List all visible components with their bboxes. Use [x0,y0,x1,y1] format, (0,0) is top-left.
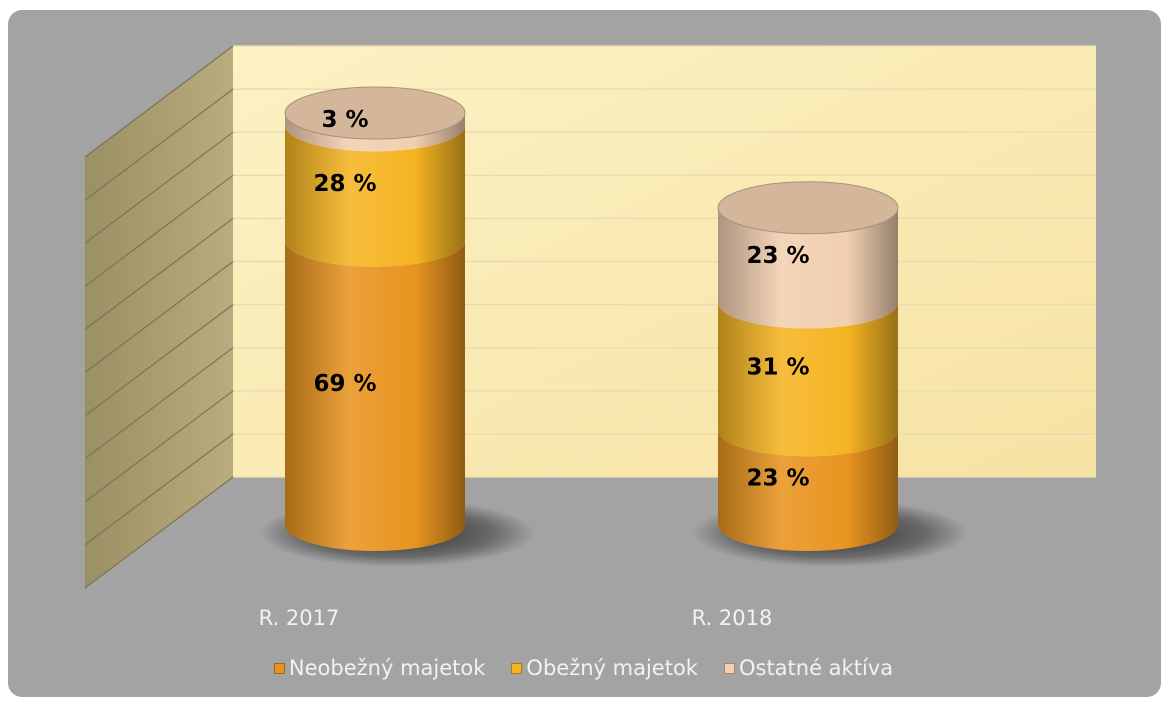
side-gridline [84,174,234,287]
bar-segment [718,207,898,329]
data-label: 3 % [321,107,368,133]
side-gridline [84,304,234,417]
bars [284,86,899,551]
side-gridline [84,217,234,330]
legend-swatch [511,662,523,674]
category-axis: R. 2017 R. 2018 [259,606,773,630]
data-label: 28 % [313,171,376,197]
side-gridline [84,45,234,158]
data-labels: 69 % 28 % 3 % 23 % 31 % 23 % [313,107,809,491]
bar-segment [718,430,898,551]
data-label: 31 % [746,354,809,380]
side-gridline [84,476,234,589]
category-label: R. 2017 [259,606,340,630]
bar-segment [285,240,465,551]
legend-label: Ostatné aktíva [738,656,894,680]
legend-item: Ostatné aktíva [723,656,894,680]
side-gridline [84,261,234,373]
bar-segment [285,125,465,267]
plot-frame [84,45,1096,589]
side-gridline [84,433,234,546]
side-gridline [84,88,234,201]
legend-item: Obežný majetok [511,656,698,680]
bar-top-cap [284,86,466,140]
bar-segment [718,302,898,457]
legend-label: Neobežný majetok [288,656,486,680]
legend: Neobežný majetok Obežný majetok Ostatné ak… [0,650,1167,686]
data-label: 69 % [313,371,376,397]
legend-item: Neobežný majetok [273,656,486,680]
bar-top-cap [717,181,899,235]
data-label: 23 % [746,466,809,492]
legend-swatch [723,662,735,674]
legend-label: Obežný majetok [526,656,698,680]
side-gridline [84,131,234,244]
bar-segment [285,113,465,152]
data-label: 23 % [746,243,809,269]
category-label: R. 2018 [692,606,773,630]
side-gridline [84,347,234,460]
side-gridline [84,390,234,503]
legend-swatch [273,662,285,674]
